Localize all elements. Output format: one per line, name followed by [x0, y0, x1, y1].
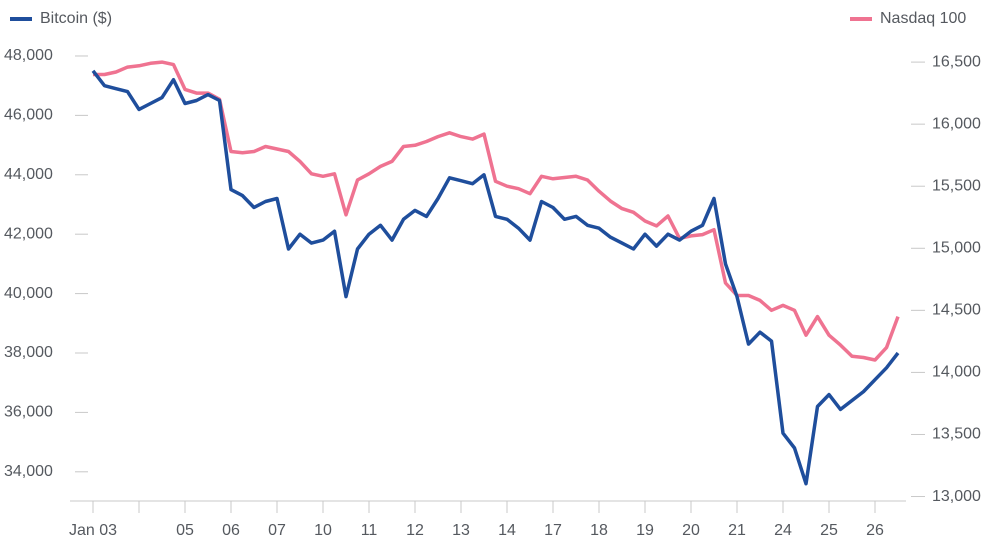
legend-label: Bitcoin ($): [40, 10, 112, 27]
y2-tick-label: 14,000: [932, 364, 981, 381]
y-tick-label: 36,000: [4, 404, 53, 421]
x-tick-label: Jan 03: [69, 522, 117, 539]
x-tick-label: 20: [682, 522, 700, 539]
y-tick-label: 38,000: [4, 344, 53, 361]
series-line: [93, 60, 900, 362]
x-tick-label: 07: [268, 522, 286, 539]
y-tick-label: 46,000: [4, 107, 53, 124]
y-tick-label: 34,000: [4, 463, 53, 480]
x-tick-label: 14: [498, 522, 516, 539]
y-tick-label: 42,000: [4, 225, 53, 242]
x-tick-label: 25: [820, 522, 838, 539]
y2-tick-label: 15,500: [932, 177, 981, 194]
series-line: [91, 69, 900, 486]
x-tick-label: 12: [406, 522, 424, 539]
x-tick-label: 10: [314, 522, 332, 539]
y2-tick-label: 15,000: [932, 240, 981, 257]
y-tick-label: 40,000: [4, 285, 53, 302]
y2-tick-label: 14,500: [932, 302, 981, 319]
x-tick-label: 19: [636, 522, 654, 539]
x-tick-label: 26: [866, 522, 884, 539]
x-tick-label: 21: [728, 522, 746, 539]
x-tick-label: 05: [176, 522, 194, 539]
y2-tick-label: 13,000: [932, 488, 981, 505]
y2-tick-label: 13,500: [932, 426, 981, 443]
y-tick-label: 44,000: [4, 166, 53, 183]
x-tick-label: 06: [222, 522, 240, 539]
x-tick-label: 17: [544, 522, 562, 539]
x-tick-label: 24: [774, 522, 792, 539]
y-tick-label: 48,000: [4, 47, 53, 64]
x-tick-label: 13: [452, 522, 470, 539]
x-tick-label: 18: [590, 522, 608, 539]
y2-tick-label: 16,000: [932, 115, 981, 132]
y2-tick-label: 16,500: [932, 53, 981, 70]
legend-label: Nasdaq 100: [880, 10, 966, 27]
x-tick-label: 11: [361, 522, 378, 539]
